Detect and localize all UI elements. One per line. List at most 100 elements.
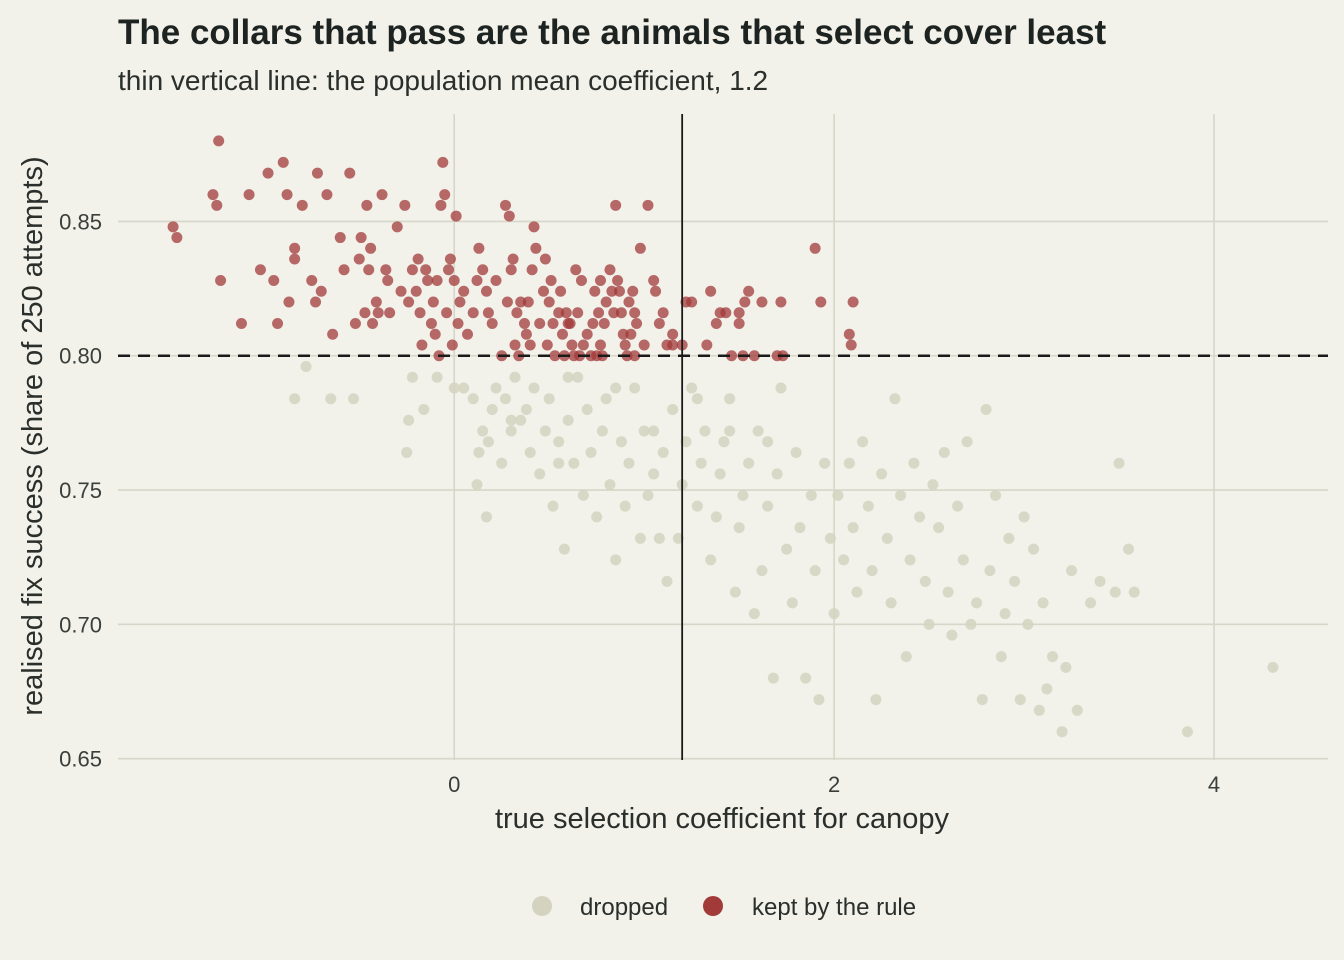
point-kept [627,285,639,297]
point-dropped [524,446,536,458]
point-kept [448,275,460,287]
chart-subtitle: thin vertical line: the population mean … [118,65,768,96]
point-dropped [957,554,969,566]
point-kept [594,275,606,287]
point-dropped [648,468,660,480]
point-kept [653,318,665,330]
point-kept [593,307,605,319]
y-axis-ticks: 0.65 0.70 0.75 0.80 0.85 [59,209,102,771]
point-kept [243,189,255,201]
point-kept [327,328,339,340]
x-axis-ticks: 0 2 4 [448,772,1220,797]
point-kept [446,339,458,351]
point-dropped [481,511,493,523]
point-dropped [733,522,745,534]
point-dropped [543,393,555,405]
point-dropped [895,489,907,501]
point-kept [629,307,641,319]
point-kept [435,199,447,211]
point-kept [530,242,542,254]
point-kept [631,318,643,330]
point-dropped [577,489,589,501]
point-kept [349,318,361,330]
point-kept [556,328,568,340]
point-dropped [500,393,512,405]
point-kept [370,296,382,308]
point-dropped [914,511,926,523]
point-dropped [714,468,726,480]
point-dropped [995,651,1007,663]
point-dropped [748,608,760,620]
point-dropped [553,457,565,469]
point-dropped [591,511,603,523]
point-dropped [946,629,958,641]
point-dropped [718,436,730,448]
point-dropped [572,371,584,383]
point-kept [733,318,745,330]
point-kept [215,275,227,287]
point-dropped [1113,457,1125,469]
point-dropped [857,436,869,448]
point-dropped [471,479,483,491]
point-dropped [623,457,635,469]
point-kept [522,296,534,308]
point-dropped [851,586,863,598]
point-dropped [1128,586,1140,598]
point-kept [541,339,553,351]
point-kept [686,296,698,308]
point-kept [367,318,379,330]
point-dropped [762,500,774,512]
point-dropped [961,436,973,448]
point-dropped [667,403,679,415]
point-kept [471,275,483,287]
point-dropped [952,500,964,512]
point-kept [577,339,589,351]
point-kept [594,339,606,351]
point-dropped [843,457,855,469]
point-kept [511,307,523,319]
point-kept [815,296,827,308]
point-kept [213,135,225,147]
point-kept [701,339,713,351]
point-kept [726,350,738,362]
point-dropped [1181,726,1193,738]
legend-label-dropped: dropped [580,894,668,921]
legend-label-kept: kept by the rule [752,894,916,921]
point-kept [610,199,622,211]
point-dropped [467,393,479,405]
series-kept [167,135,859,362]
point-dropped [638,425,650,437]
point-dropped [881,532,893,544]
point-dropped [1123,543,1135,555]
point-dropped [800,672,812,684]
point-kept [600,296,612,308]
point-kept [450,210,462,222]
point-kept [452,318,464,330]
point-kept [547,318,559,330]
point-kept [539,253,551,265]
point-dropped [724,425,736,437]
point-kept [629,350,641,362]
point-dropped [515,414,527,426]
point-kept [526,264,538,276]
point-kept [553,307,565,319]
point-dropped [473,446,485,458]
point-dropped [1066,565,1078,577]
point-dropped [562,414,574,426]
point-kept [427,296,439,308]
y-tick-label: 0.80 [59,344,102,369]
point-kept [429,328,441,340]
point-kept [613,285,625,297]
point-kept [395,285,407,297]
point-kept [575,275,587,287]
point-kept [534,318,546,330]
point-dropped [509,371,521,383]
point-kept [235,318,247,330]
point-dropped [876,468,888,480]
point-dropped [699,425,711,437]
point-dropped [528,382,540,394]
point-kept [416,339,428,351]
point-kept [262,167,274,179]
point-dropped [680,436,692,448]
point-dropped [289,393,301,405]
